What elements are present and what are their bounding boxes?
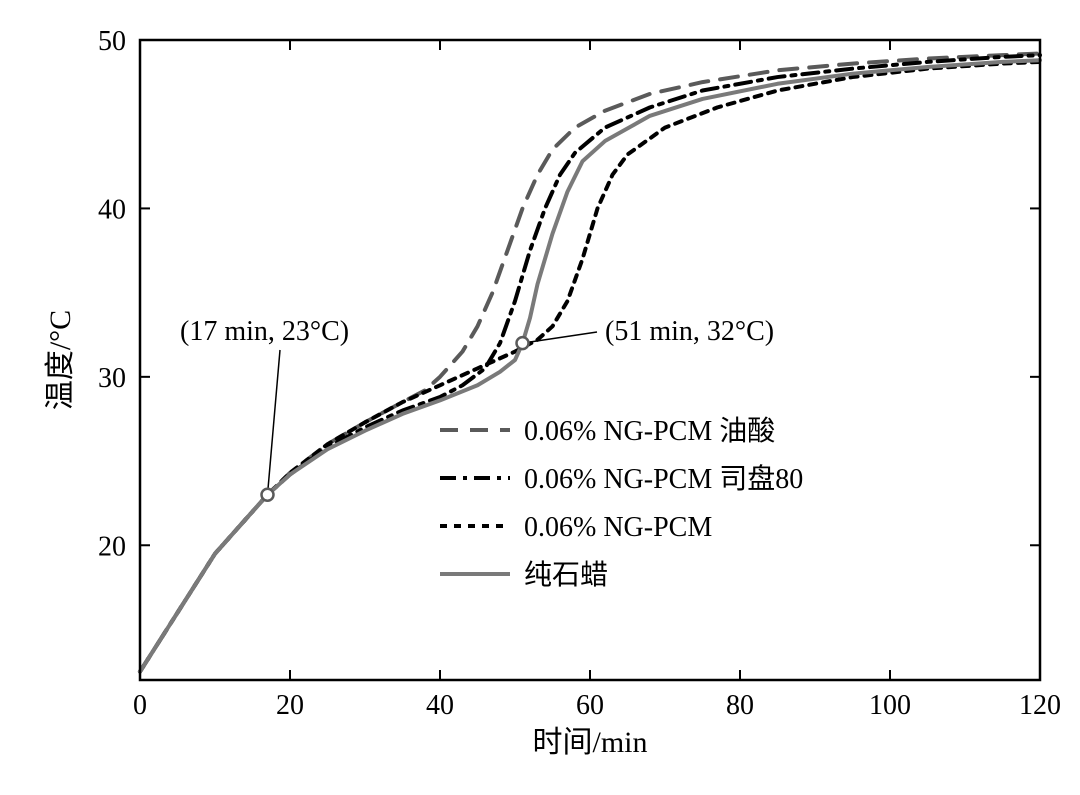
x-tick-label: 20 bbox=[276, 690, 304, 721]
x-tick-label: 60 bbox=[576, 690, 604, 721]
legend-label: 0.06% NG-PCM bbox=[524, 512, 712, 543]
y-tick-label: 30 bbox=[98, 363, 126, 394]
legend-label: 纯石蜡 bbox=[524, 559, 608, 591]
annotation-marker bbox=[262, 489, 274, 501]
line-chart: 0 20 40 60 80 100 120 20 30 40 50 时间/min 温度/°C (17 mi… bbox=[10, 10, 1070, 785]
annotation-label: (51 min, 32°C) bbox=[605, 316, 774, 347]
x-tick-label: 40 bbox=[426, 690, 454, 721]
x-tick-label: 100 bbox=[869, 690, 911, 721]
legend-label: 0.06% NG-PCM 司盘80 bbox=[524, 463, 803, 495]
legend-label: 0.06% NG-PCM 油酸 bbox=[524, 415, 775, 447]
x-axis-label: 时间/min bbox=[532, 726, 647, 759]
y-axis-label: 温度/°C bbox=[44, 310, 77, 410]
y-tick-label: 50 bbox=[98, 26, 126, 57]
y-tick-label: 40 bbox=[98, 194, 126, 225]
x-tick-label: 0 bbox=[133, 690, 147, 721]
y-tick-label: 20 bbox=[98, 531, 126, 562]
annotation-marker bbox=[517, 337, 529, 349]
x-tick-label: 120 bbox=[1019, 690, 1061, 721]
chart-container: 0 20 40 60 80 100 120 20 30 40 50 时间/min 温度/°C (17 mi… bbox=[10, 10, 1070, 785]
x-tick-label: 80 bbox=[726, 690, 754, 721]
annotation-label: (17 min, 23°C) bbox=[180, 316, 349, 347]
